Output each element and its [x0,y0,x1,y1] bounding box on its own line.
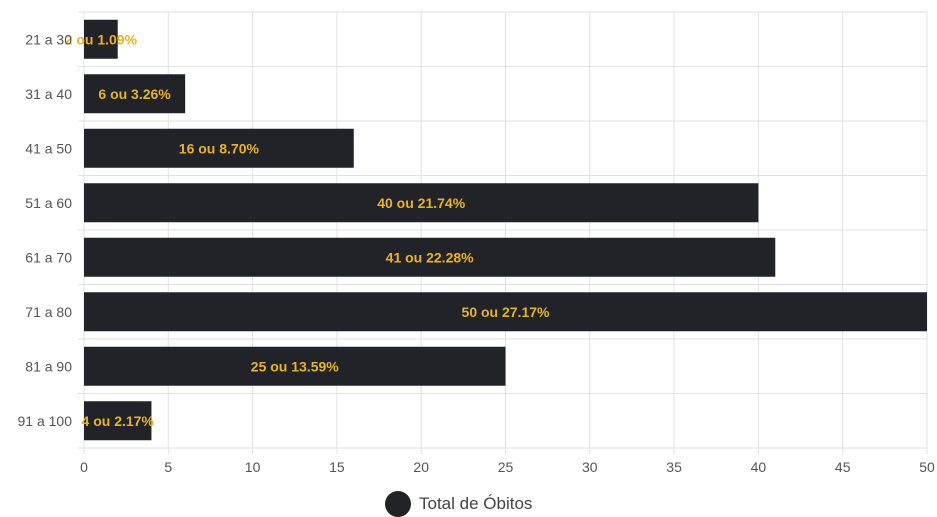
bar[interactable] [84,128,354,168]
bar-data-label: 2 ou 1.09% [65,31,138,47]
x-axis-ticks: 0 5 10 15 20 25 30 35 40 45 50 [80,459,935,475]
y-tick-label: 21 a 30 [25,31,72,47]
x-tick-label: 10 [245,459,261,475]
bar-data-label: 50 ou 27.17% [462,304,550,320]
grid-lines [78,11,928,454]
bars [84,19,927,441]
bar[interactable] [84,292,927,332]
bar-data-label: 25 ou 13.59% [251,358,339,374]
bar-data-label: 40 ou 21.74% [377,195,465,211]
bar[interactable] [84,19,118,59]
x-tick-label: 20 [413,459,429,475]
x-tick-label: 0 [80,459,88,475]
bar[interactable] [84,401,152,441]
x-tick-label: 25 [498,459,514,475]
x-tick-label: 45 [835,459,851,475]
y-tick-label: 51 a 60 [25,195,72,211]
legend-label: Total de Óbitos [419,494,533,513]
y-tick-label: 31 a 40 [25,86,72,102]
x-tick-label: 15 [329,459,345,475]
x-tick-label: 35 [666,459,682,475]
y-tick-label: 61 a 70 [25,249,72,265]
y-tick-label: 41 a 50 [25,140,72,156]
y-axis-ticks: 21 a 30 31 a 40 41 a 50 51 a 60 61 a 70 71 a … [18,31,73,429]
x-tick-label: 40 [751,459,767,475]
bar-data-label: 16 ou 8.70% [179,140,260,156]
bar[interactable] [84,346,506,386]
legend[interactable]: Total de Óbitos [385,491,533,517]
x-tick-label: 50 [919,459,935,475]
bar[interactable] [84,183,759,223]
x-tick-label: 30 [582,459,598,475]
x-tick-label: 5 [164,459,172,475]
y-tick-label: 81 a 90 [25,358,72,374]
y-tick-label: 91 a 100 [18,413,73,429]
legend-swatch-icon [385,491,411,517]
bar-data-label: 6 ou 3.26% [98,86,171,102]
data-labels: 2 ou 1.09% 6 ou 3.26% 16 ou 8.70% 40 ou 21.… [65,31,550,429]
bar[interactable] [84,74,186,114]
bar-chart: 2 ou 1.09% 6 ou 3.26% 16 ou 8.70% 40 ou 21.… [18,11,935,475]
bar-data-label: 41 ou 22.28% [386,249,474,265]
bar[interactable] [84,237,776,277]
bar-data-label: 4 ou 2.17% [82,413,155,429]
y-tick-label: 71 a 80 [25,304,72,320]
